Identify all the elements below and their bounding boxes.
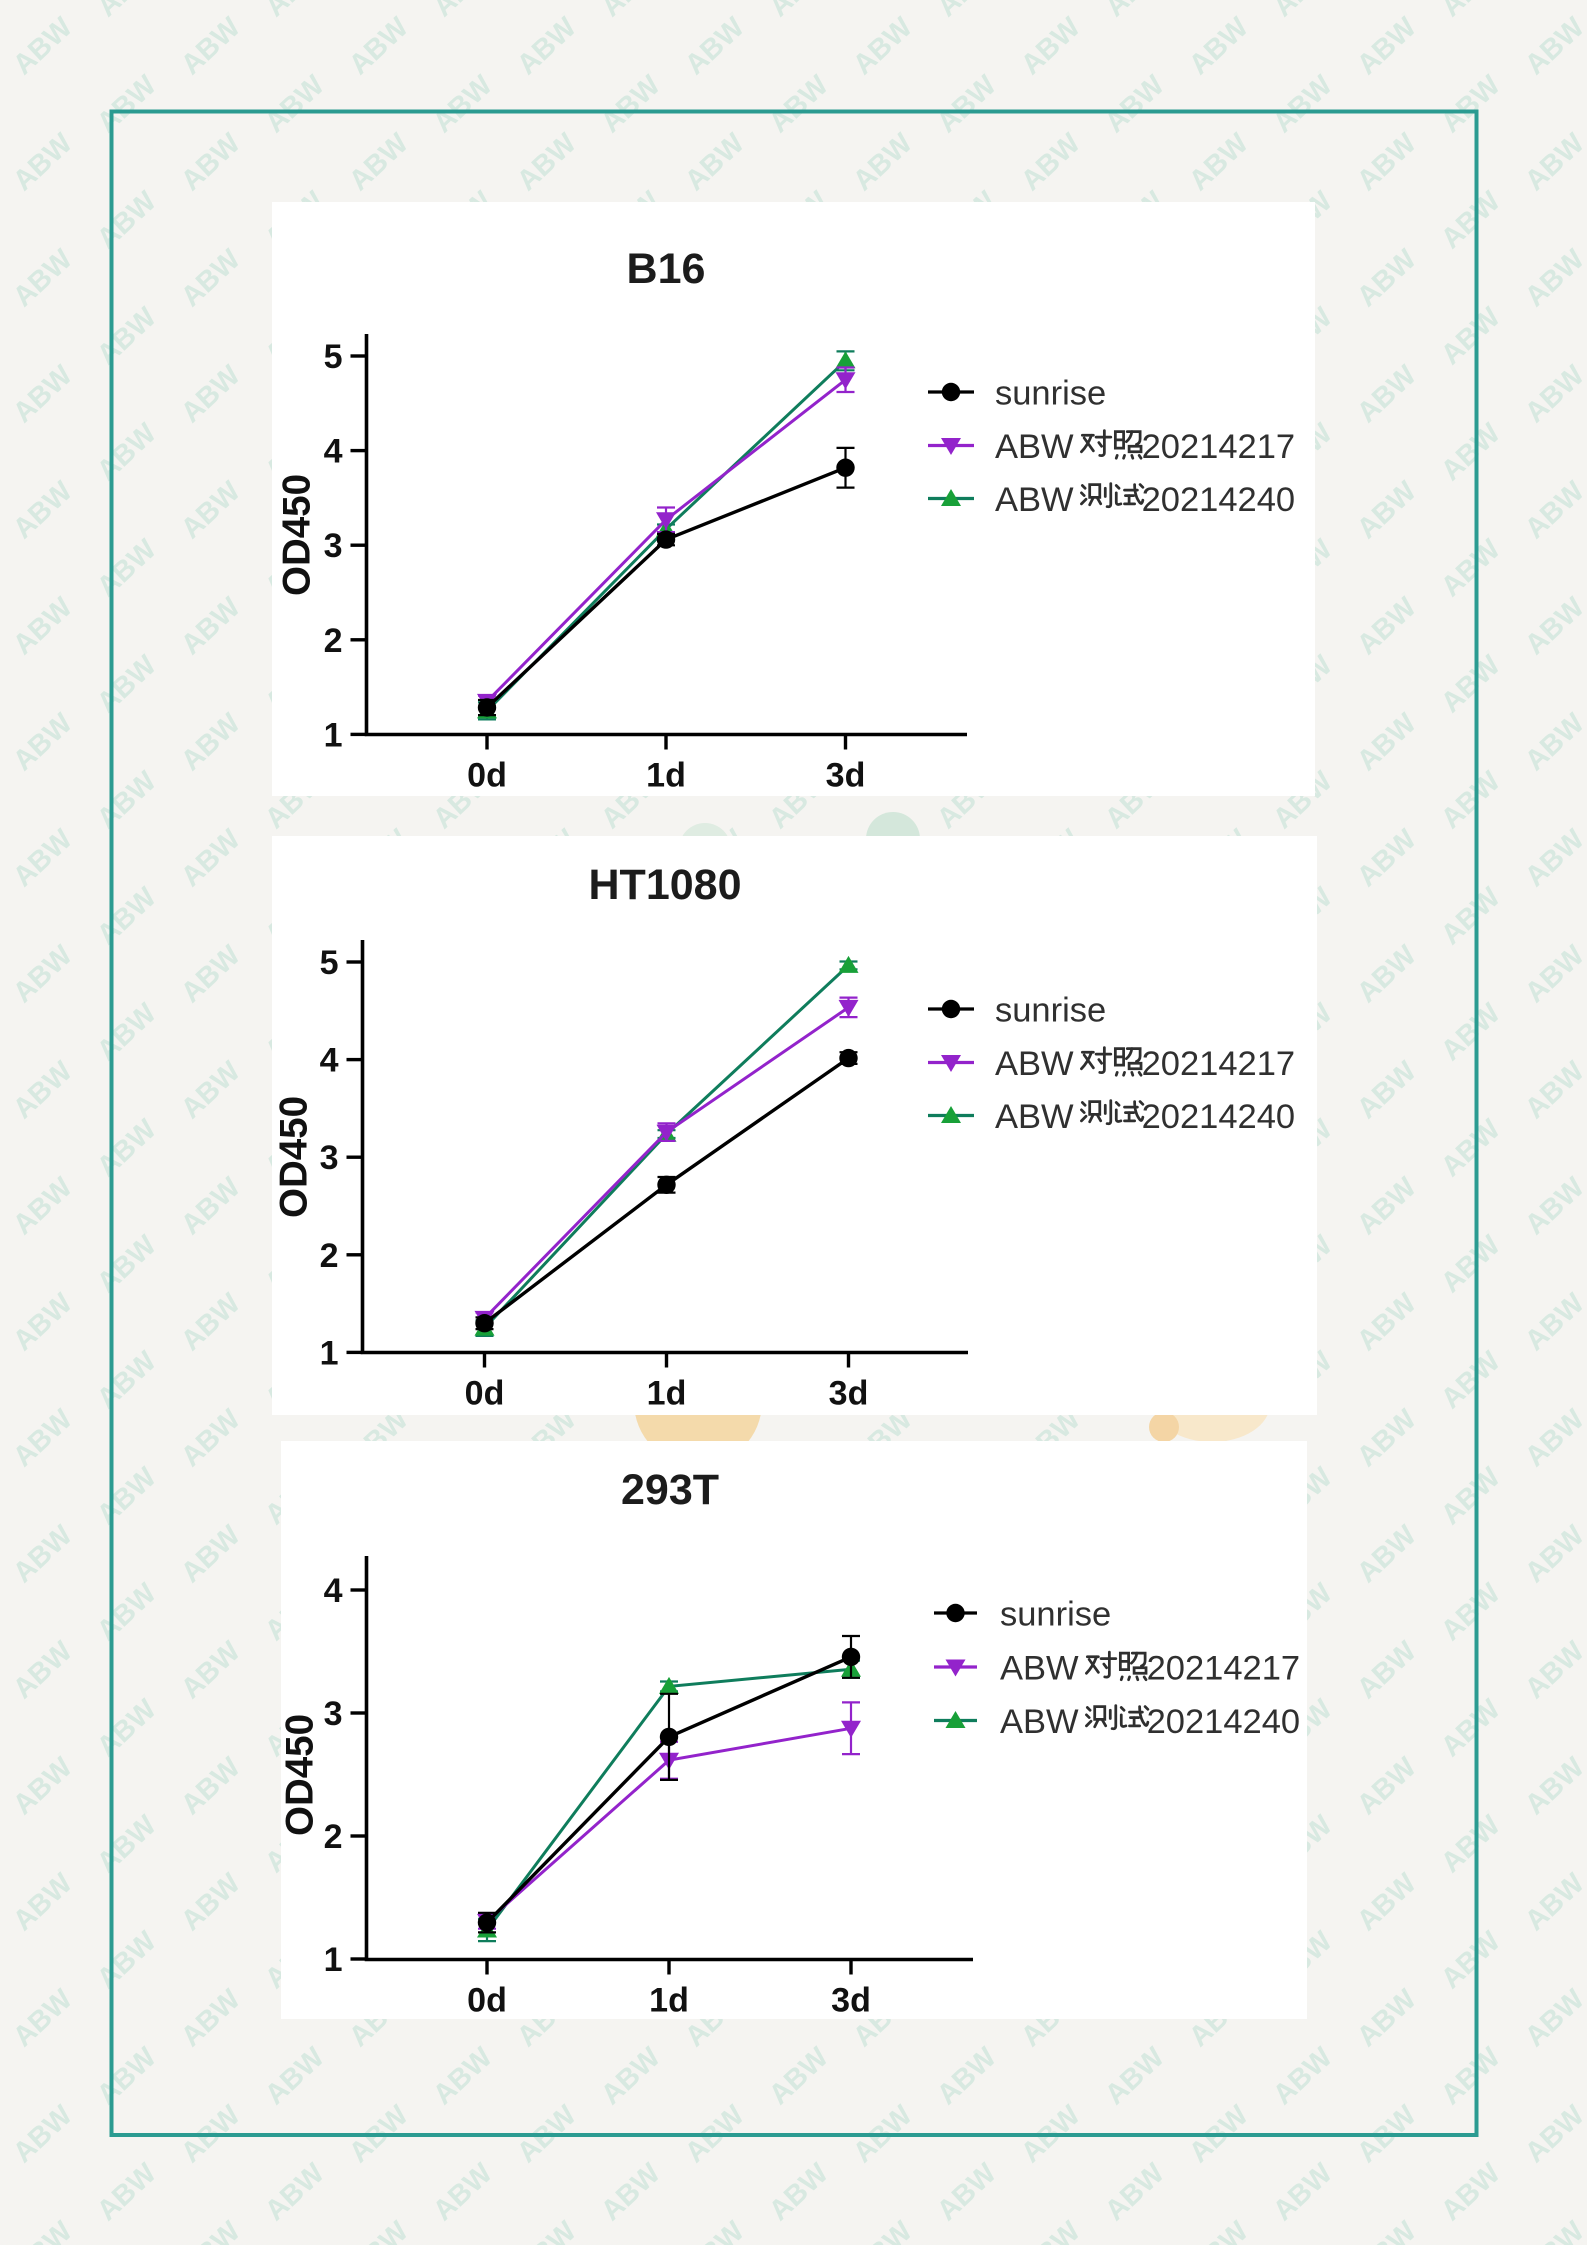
svg-text:2: 2 <box>324 622 343 660</box>
svg-text:ABW: ABW <box>995 1098 1074 1136</box>
svg-text:1: 1 <box>324 1941 343 1979</box>
svg-text:ABW: ABW <box>1000 1650 1079 1688</box>
svg-text:ABW: ABW <box>995 428 1074 466</box>
svg-text:4: 4 <box>324 433 343 471</box>
svg-text:4: 4 <box>324 1572 343 1610</box>
svg-text:1d: 1d <box>646 757 686 795</box>
svg-text:1: 1 <box>320 1334 339 1372</box>
svg-text:2: 2 <box>320 1237 339 1275</box>
svg-text:B16: B16 <box>627 245 706 293</box>
svg-text:5: 5 <box>320 944 339 982</box>
svg-text:20214240: 20214240 <box>1142 481 1296 519</box>
svg-text:OD450: OD450 <box>276 474 319 596</box>
svg-text:OD450: OD450 <box>273 1096 316 1218</box>
svg-text:5: 5 <box>324 338 343 376</box>
svg-text:2: 2 <box>324 1818 343 1856</box>
svg-text:20214240: 20214240 <box>1147 1703 1301 1741</box>
svg-text:20214240: 20214240 <box>1142 1098 1296 1136</box>
svg-text:3: 3 <box>320 1139 339 1177</box>
svg-text:sunrise: sunrise <box>995 992 1106 1030</box>
svg-text:3: 3 <box>324 527 343 565</box>
svg-text:ABW: ABW <box>995 1045 1074 1083</box>
svg-text:20214217: 20214217 <box>1142 428 1296 466</box>
svg-text:293T: 293T <box>621 1466 719 1514</box>
svg-text:sunrise: sunrise <box>1000 1596 1111 1634</box>
svg-text:ABW: ABW <box>995 481 1074 519</box>
svg-text:4: 4 <box>320 1042 339 1080</box>
svg-text:0d: 0d <box>467 1982 507 2020</box>
svg-text:1d: 1d <box>647 1375 687 1413</box>
svg-text:OD450: OD450 <box>281 1714 322 1836</box>
svg-text:3d: 3d <box>831 1982 871 2020</box>
svg-text:ABW: ABW <box>1000 1703 1079 1741</box>
svg-text:1: 1 <box>324 716 343 754</box>
svg-text:0d: 0d <box>467 757 507 795</box>
svg-text:sunrise: sunrise <box>995 375 1106 413</box>
svg-text:20214217: 20214217 <box>1142 1045 1296 1083</box>
svg-text:3d: 3d <box>829 1375 869 1413</box>
svg-text:3d: 3d <box>826 757 866 795</box>
svg-text:HT1080: HT1080 <box>589 861 742 909</box>
svg-text:0d: 0d <box>465 1375 505 1413</box>
svg-text:3: 3 <box>324 1695 343 1733</box>
svg-text:1d: 1d <box>649 1982 689 2020</box>
svg-text:20214217: 20214217 <box>1147 1650 1301 1688</box>
